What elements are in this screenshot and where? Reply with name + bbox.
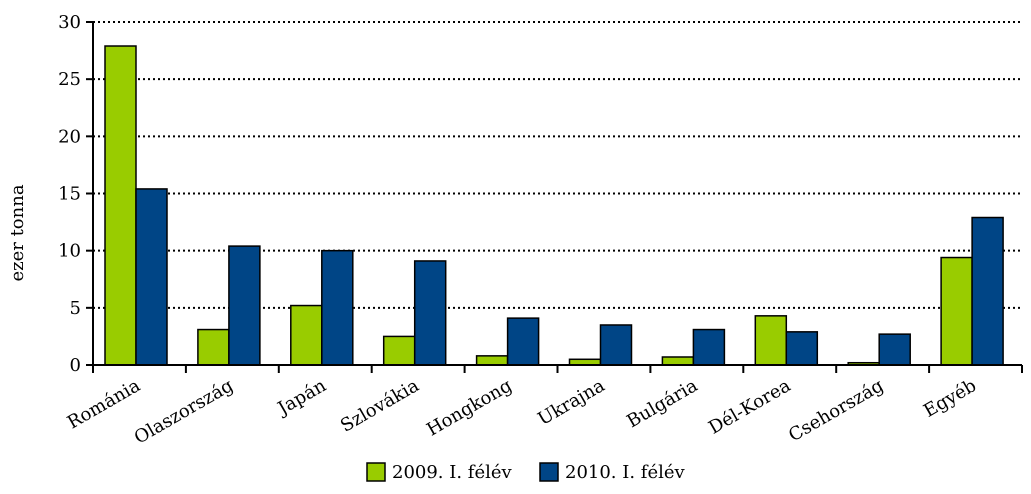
legend-label: 2009. I. félév	[392, 462, 513, 483]
x-tick-label: Románia	[64, 375, 144, 433]
bar-series2	[878, 333, 911, 366]
x-tick-label: Japán	[273, 375, 330, 420]
bar-series1	[382, 335, 416, 366]
y-tick-labels: 0 5 10 15 20 25 30	[58, 12, 81, 376]
bar-series1	[754, 315, 788, 366]
y-tick-label: 30	[58, 12, 81, 33]
bar-series2	[135, 188, 168, 366]
y-tick-label: 10	[58, 241, 81, 262]
bar-series2	[321, 249, 354, 366]
y-axis-title: ezer tonna	[7, 184, 28, 281]
x-tick-label: Csehország	[785, 375, 887, 446]
bar-series1	[661, 356, 695, 366]
bar-series2	[413, 260, 447, 366]
legend-swatch	[366, 462, 386, 482]
y-tick-label: 15	[58, 184, 81, 205]
bar-series1	[940, 256, 973, 366]
x-tick-label: Ukrajna	[534, 375, 608, 430]
x-tick-label: Olaszország	[131, 375, 237, 448]
bar-series2	[228, 245, 261, 366]
y-tick-label: 25	[58, 69, 81, 90]
x-tick-label: Dél-Korea	[705, 375, 794, 439]
bar-series1	[104, 45, 137, 366]
x-tick-label: Egyéb	[920, 375, 980, 422]
y-tick-label: 0	[70, 355, 81, 376]
legend-label: 2010. I. félév	[565, 462, 686, 483]
bar-series1	[475, 355, 509, 366]
y-tick-label: 5	[70, 298, 81, 319]
x-tick-label: Szlovákia	[337, 375, 423, 437]
bar-series2	[599, 324, 633, 366]
x-tick-label: Bulgária	[623, 375, 701, 432]
x-tick-label: Hongkong	[423, 375, 515, 440]
bar-series2	[506, 317, 540, 366]
y-tick-label: 20	[58, 126, 81, 147]
bar-series1	[290, 304, 323, 366]
legend-swatch	[539, 462, 559, 482]
axes	[86, 21, 1023, 373]
bars	[104, 45, 1004, 366]
legend: 2009. I. félév 2010. I. félév	[366, 462, 686, 483]
bar-series2	[692, 328, 726, 366]
bar-series2	[971, 216, 1004, 366]
bar-series1	[197, 328, 230, 366]
bar-series2	[785, 331, 819, 366]
